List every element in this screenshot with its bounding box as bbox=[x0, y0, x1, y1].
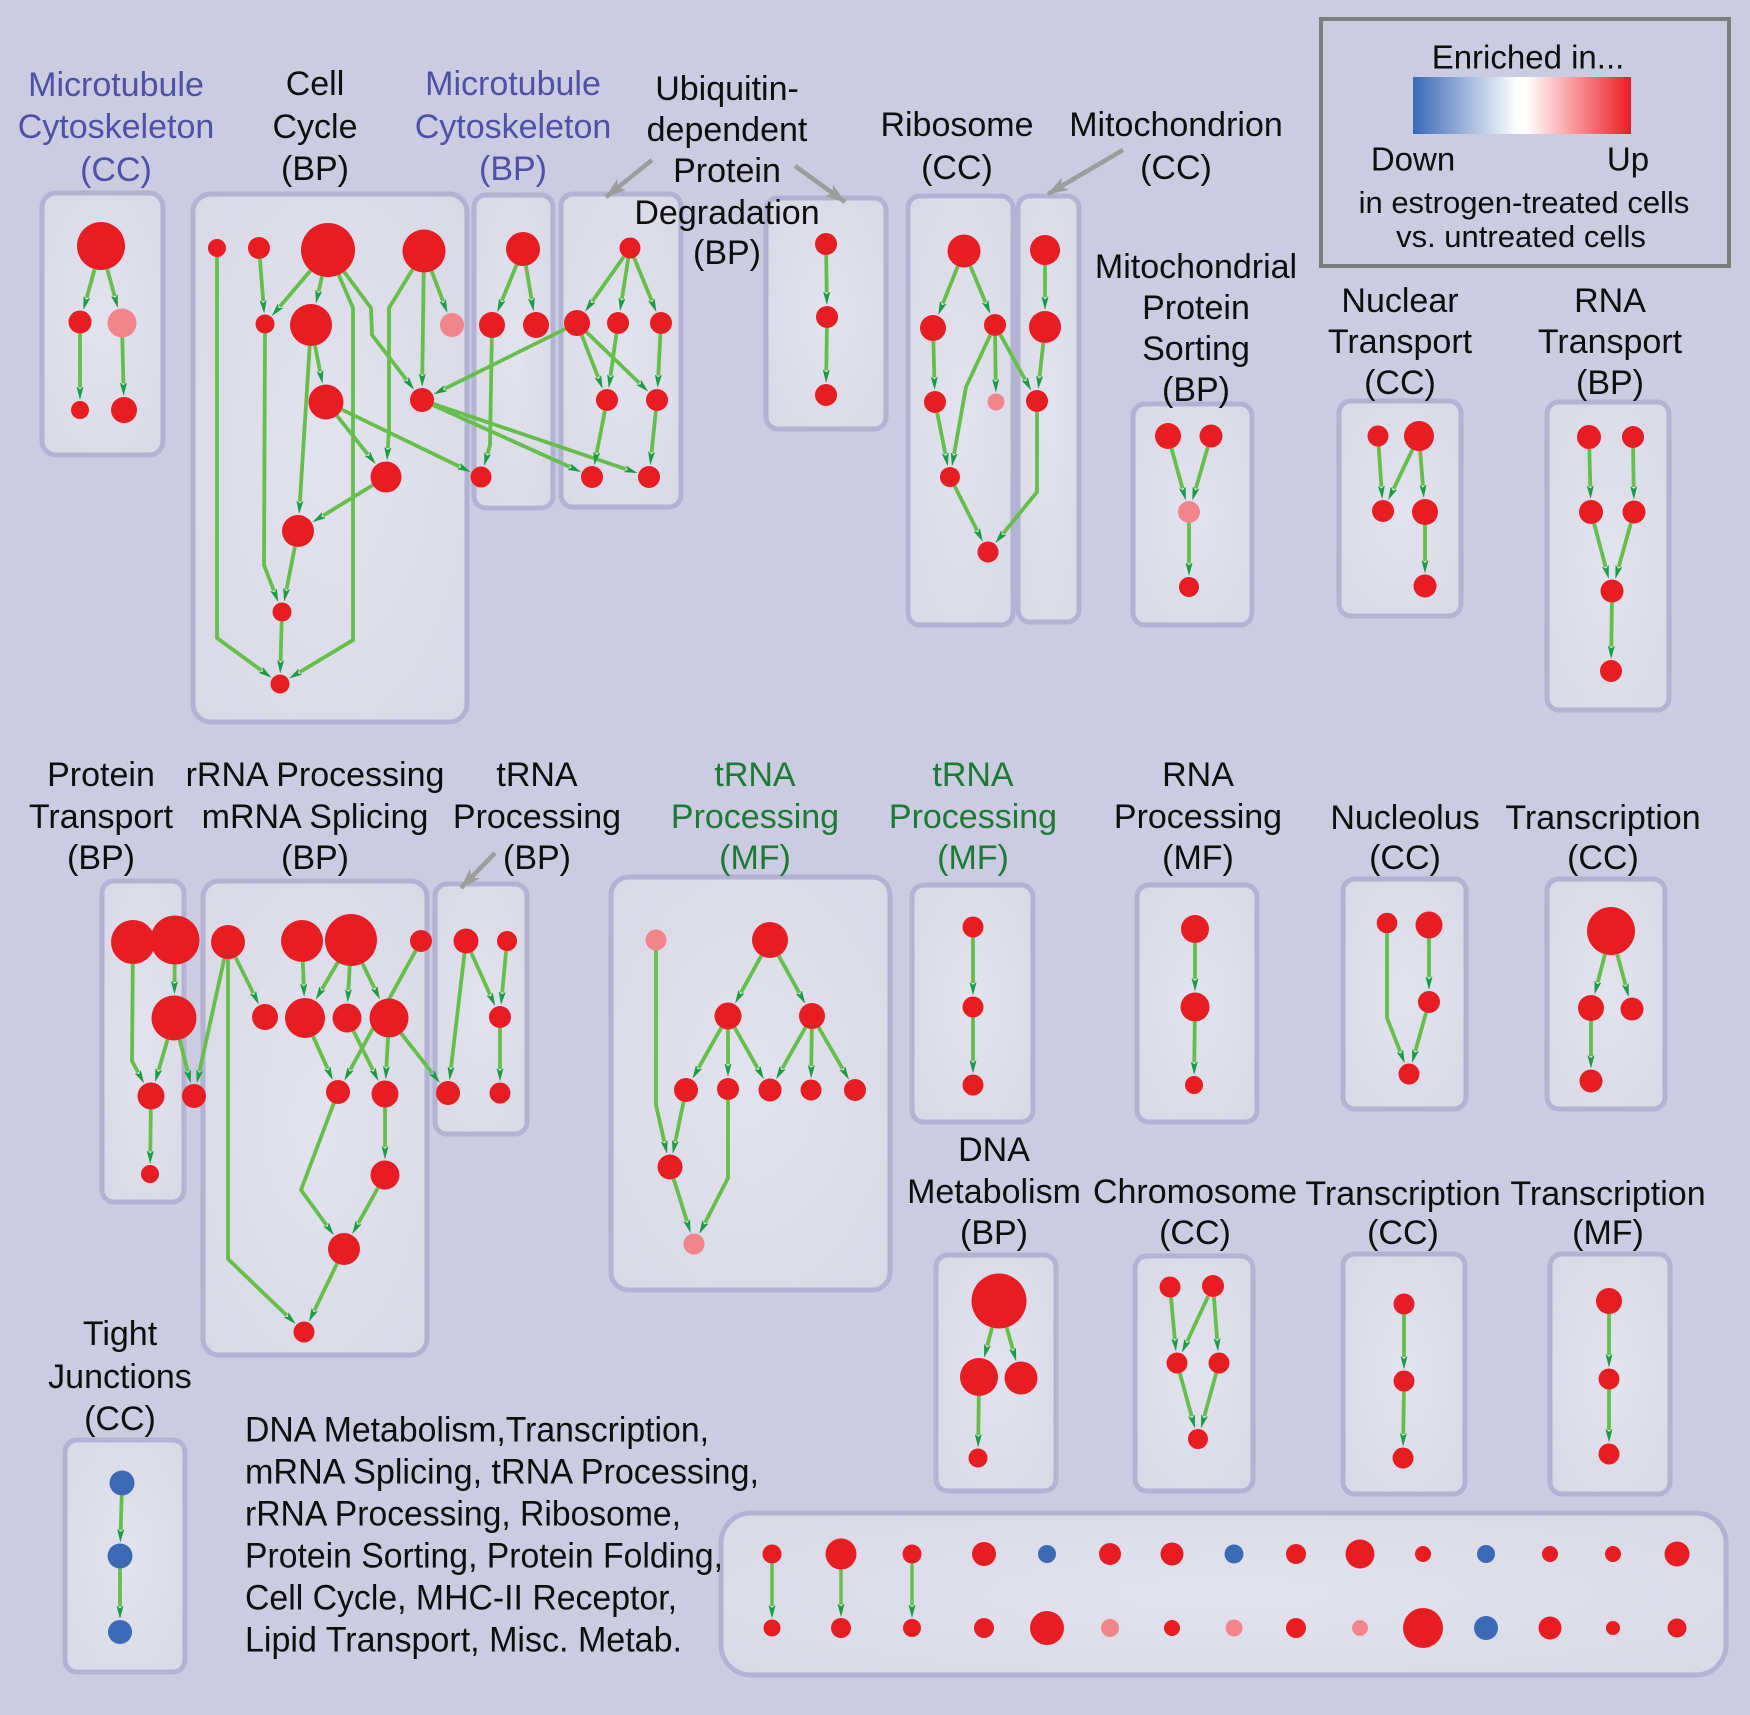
svg-text:Transcription: Transcription bbox=[1510, 1175, 1705, 1213]
svg-text:Metabolism: Metabolism bbox=[907, 1173, 1081, 1211]
svg-text:(CC): (CC) bbox=[921, 149, 993, 187]
svg-text:Processing: Processing bbox=[1114, 798, 1282, 836]
svg-text:mRNA Splicing, tRNA Processing: mRNA Splicing, tRNA Processing, bbox=[245, 1452, 759, 1491]
svg-text:dependent: dependent bbox=[647, 111, 808, 149]
svg-text:Cytoskeleton: Cytoskeleton bbox=[415, 108, 612, 146]
svg-text:(CC): (CC) bbox=[1367, 1214, 1439, 1252]
svg-text:(CC): (CC) bbox=[1364, 364, 1436, 402]
svg-text:Cell: Cell bbox=[286, 65, 345, 103]
svg-text:Processing: Processing bbox=[671, 798, 839, 836]
svg-text:Cell Cycle, MHC-II Receptor,: Cell Cycle, MHC-II Receptor, bbox=[245, 1578, 677, 1617]
svg-text:Microtubule: Microtubule bbox=[425, 65, 601, 103]
svg-text:Protein: Protein bbox=[673, 152, 781, 190]
svg-text:(CC): (CC) bbox=[1369, 839, 1441, 877]
svg-text:Mitochondrial: Mitochondrial bbox=[1095, 248, 1297, 286]
svg-text:(MF): (MF) bbox=[719, 839, 791, 877]
svg-text:Junctions: Junctions bbox=[48, 1358, 192, 1396]
svg-text:Ribosome: Ribosome bbox=[880, 106, 1033, 144]
svg-text:(BP): (BP) bbox=[693, 234, 761, 272]
svg-text:Mitochondrion: Mitochondrion bbox=[1069, 106, 1283, 144]
svg-text:Cytoskeleton: Cytoskeleton bbox=[18, 108, 215, 146]
svg-text:Transcription: Transcription bbox=[1305, 1175, 1500, 1213]
svg-text:mRNA Splicing: mRNA Splicing bbox=[202, 798, 429, 836]
svg-text:Microtubule: Microtubule bbox=[28, 66, 204, 104]
svg-text:Tight: Tight bbox=[83, 1315, 158, 1353]
svg-text:rRNA Processing, Ribosome,: rRNA Processing, Ribosome, bbox=[245, 1494, 681, 1533]
svg-text:Transport: Transport bbox=[1538, 323, 1683, 361]
svg-text:RNA: RNA bbox=[1162, 756, 1234, 794]
svg-text:Down: Down bbox=[1371, 141, 1455, 178]
svg-text:in estrogen-treated cells: in estrogen-treated cells bbox=[1359, 185, 1690, 220]
svg-text:(CC): (CC) bbox=[80, 151, 152, 189]
svg-text:(BP): (BP) bbox=[479, 150, 547, 188]
svg-text:RNA: RNA bbox=[1574, 282, 1646, 320]
svg-text:(BP): (BP) bbox=[960, 1214, 1028, 1252]
svg-text:Processing: Processing bbox=[453, 798, 621, 836]
svg-text:Degradation: Degradation bbox=[634, 194, 819, 232]
svg-text:Transcription: Transcription bbox=[1505, 799, 1700, 837]
svg-text:(MF): (MF) bbox=[1162, 839, 1234, 877]
svg-text:DNA: DNA bbox=[958, 1131, 1030, 1169]
svg-text:Enriched in...: Enriched in... bbox=[1432, 39, 1625, 76]
svg-text:Up: Up bbox=[1607, 141, 1649, 178]
svg-text:Cycle: Cycle bbox=[272, 108, 357, 146]
svg-text:vs. untreated cells: vs. untreated cells bbox=[1396, 219, 1646, 254]
svg-text:Protein Sorting, Protein Foldi: Protein Sorting, Protein Folding, bbox=[245, 1536, 723, 1575]
svg-text:(CC): (CC) bbox=[1159, 1214, 1231, 1252]
svg-text:Nuclear: Nuclear bbox=[1341, 282, 1458, 320]
svg-text:(CC): (CC) bbox=[84, 1400, 156, 1438]
svg-text:(BP): (BP) bbox=[281, 839, 349, 877]
svg-text:(CC): (CC) bbox=[1140, 149, 1212, 187]
svg-text:(BP): (BP) bbox=[503, 839, 571, 877]
svg-text:(BP): (BP) bbox=[1576, 364, 1644, 402]
svg-text:Protein: Protein bbox=[1142, 289, 1250, 327]
svg-text:(BP): (BP) bbox=[281, 150, 349, 188]
svg-text:tRNA: tRNA bbox=[714, 756, 796, 794]
svg-text:(MF): (MF) bbox=[937, 839, 1009, 877]
svg-text:Ubiquitin-: Ubiquitin- bbox=[655, 70, 799, 108]
svg-text:Chromosome: Chromosome bbox=[1093, 1173, 1297, 1211]
svg-text:DNA Metabolism,Transcription,: DNA Metabolism,Transcription, bbox=[245, 1410, 709, 1449]
svg-text:Processing: Processing bbox=[889, 798, 1057, 836]
svg-text:Protein: Protein bbox=[47, 756, 155, 794]
svg-text:tRNA: tRNA bbox=[496, 756, 578, 794]
svg-text:tRNA: tRNA bbox=[932, 756, 1014, 794]
svg-text:Nucleolus: Nucleolus bbox=[1330, 799, 1479, 837]
svg-text:Transport: Transport bbox=[1328, 323, 1473, 361]
svg-text:(BP): (BP) bbox=[67, 839, 135, 877]
svg-text:rRNA Processing: rRNA Processing bbox=[186, 756, 445, 794]
svg-text:(CC): (CC) bbox=[1567, 839, 1639, 877]
svg-text:Lipid Transport, Misc. Metab.: Lipid Transport, Misc. Metab. bbox=[245, 1620, 682, 1659]
svg-text:(MF): (MF) bbox=[1572, 1214, 1644, 1252]
svg-text:Transport: Transport bbox=[29, 798, 174, 836]
svg-text:Sorting: Sorting bbox=[1142, 330, 1250, 368]
svg-text:(BP): (BP) bbox=[1162, 371, 1230, 409]
